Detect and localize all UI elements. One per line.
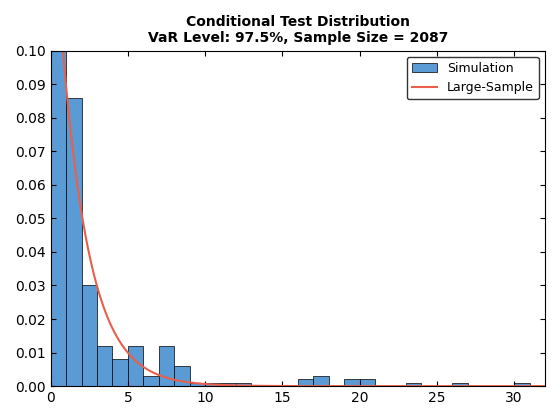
Bar (113, 359, 128, 386)
Large-Sample (73, 173, 80, 178)
Bar (82, 286, 97, 386)
Bar (313, 376, 329, 386)
Bar (205, 383, 221, 386)
Bar (66, 97, 82, 386)
Bar (298, 379, 313, 386)
Title: Conditional Test Distribution
VaR Level: 97.5%, Sample Size = 2087: Conditional Test Distribution VaR Level:… (148, 15, 448, 45)
Bar (190, 383, 205, 386)
Line: Large-Sample: Large-Sample (51, 0, 545, 386)
Large-Sample (527, 383, 534, 389)
Bar (158, 346, 174, 386)
Bar (221, 383, 236, 386)
Bar (50, 50, 66, 386)
Bar (143, 376, 158, 386)
Large-Sample (274, 383, 281, 389)
Bar (360, 379, 375, 386)
Bar (452, 383, 468, 386)
Bar (174, 366, 190, 386)
Bar (97, 346, 113, 386)
Large-Sample (437, 383, 444, 389)
Large-Sample (528, 383, 534, 389)
Large-Sample (542, 383, 548, 389)
Legend: Simulation, Large-Sample: Simulation, Large-Sample (407, 57, 539, 99)
Bar (406, 383, 422, 386)
Bar (236, 383, 251, 386)
Bar (128, 346, 143, 386)
Large-Sample (288, 383, 295, 389)
Bar (344, 379, 360, 386)
Bar (514, 383, 530, 386)
